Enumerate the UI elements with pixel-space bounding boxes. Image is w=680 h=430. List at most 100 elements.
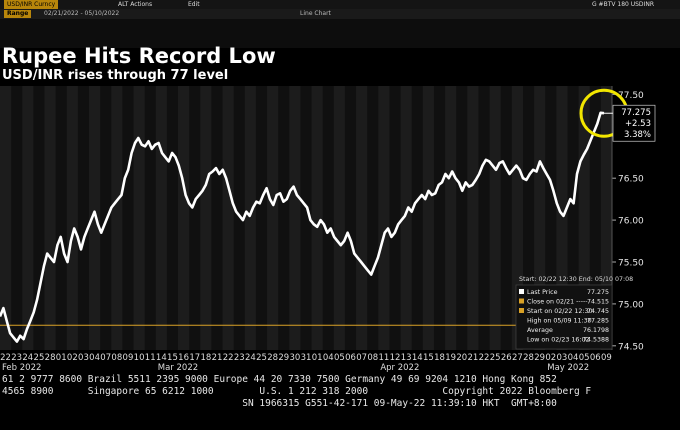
date-band — [545, 86, 557, 350]
chart-type-label[interactable]: Line Chart — [300, 10, 331, 17]
x-tick-label: 04 — [89, 353, 100, 363]
last-price-value: 77.275 — [621, 108, 651, 118]
x-tick-label: 10 — [134, 353, 145, 363]
x-tick-label: 11 — [378, 353, 389, 363]
date-band — [400, 86, 413, 350]
date-band — [589, 86, 602, 350]
x-tick-label: 14 — [156, 353, 167, 363]
x-tick-label: 08 — [111, 353, 122, 363]
date-bands — [0, 86, 613, 350]
price-change-value: +2.53 — [625, 119, 651, 129]
date-band — [89, 86, 101, 350]
x-tick-label: 02 — [67, 353, 78, 363]
footer-line-1: 61 2 9777 8600 Brazil 5511 2395 9000 Eur… — [2, 374, 557, 385]
date-band — [233, 86, 246, 350]
date-band — [178, 86, 190, 350]
x-tick-label: 07 — [356, 353, 367, 363]
legend-swatch — [519, 289, 524, 294]
y-tick-label: 75.00 — [618, 300, 644, 310]
x-tick-label: 13 — [401, 353, 412, 363]
x-tick-label: 01 — [312, 353, 323, 363]
x-tick-label: 29 — [534, 353, 545, 363]
x-tick-label: 05 — [579, 353, 590, 363]
date-band — [255, 86, 268, 350]
x-tick-label: 14 — [412, 353, 423, 363]
y-tick-label: 76.00 — [618, 217, 644, 227]
x-tick-label: 21 — [212, 353, 223, 363]
legend-label: Low on 02/23 16:02 — [527, 337, 590, 344]
date-band — [222, 86, 235, 350]
legend-label: Average — [527, 327, 553, 334]
x-tick-label: 18 — [200, 353, 211, 363]
y-tick-label: 77.50 — [618, 91, 644, 101]
toolbar-row-security: USD/INR Curncy ALT Actions Edit G #BTV 1… — [0, 0, 680, 9]
legend-value: 74.745 — [587, 308, 609, 315]
date-band — [522, 86, 535, 350]
price-box-frame — [612, 104, 656, 142]
toolbar-row-blank — [0, 19, 680, 48]
date-band — [278, 86, 290, 350]
date-band — [244, 86, 257, 350]
x-tick-label: 25 — [34, 353, 45, 363]
month-label: Apr 2022 — [380, 363, 419, 373]
x-tick-label: 06 — [345, 353, 356, 363]
x-tick-label: 22 — [0, 353, 11, 363]
date-band — [166, 86, 179, 350]
date-band — [378, 86, 390, 350]
date-band — [445, 86, 457, 350]
date-band — [489, 86, 502, 350]
x-tick-label: 23 — [234, 353, 245, 363]
x-tick-label: 18 — [434, 353, 445, 363]
function-code: G #BTV 180 USDINR — [592, 1, 654, 8]
date-band — [211, 86, 224, 350]
x-tick-label: 08 — [367, 353, 378, 363]
x-tick-label: 09 — [123, 353, 134, 363]
legend-swatch — [519, 308, 524, 313]
legend-frame — [515, 284, 613, 350]
date-band — [567, 86, 580, 350]
date-band — [122, 86, 135, 350]
date-band — [534, 86, 546, 350]
month-label: Feb 2022 — [2, 363, 41, 373]
x-tick-label: 28 — [523, 353, 534, 363]
date-band — [300, 86, 313, 350]
x-tick-label: 04 — [323, 353, 334, 363]
date-band — [189, 86, 201, 350]
date-band — [267, 86, 279, 350]
month-label: May 2022 — [547, 363, 589, 373]
date-band — [600, 86, 613, 350]
x-tick-label: 17 — [189, 353, 200, 363]
actions-menu[interactable]: ALT Actions — [118, 1, 153, 8]
date-band — [133, 86, 146, 350]
date-band — [44, 86, 57, 350]
legend-swatch — [519, 298, 524, 304]
footer-line-2: 4565 8900 Singapore 65 6212 1000 U.S. 1 … — [2, 386, 592, 397]
date-band — [422, 86, 435, 350]
y-tick-label: 76.50 — [618, 175, 644, 185]
x-tick-label: 01 — [56, 353, 67, 363]
x-tick-label: 25 — [256, 353, 267, 363]
x-tick-label: 23 — [11, 353, 22, 363]
date-band — [66, 86, 79, 350]
date-band — [322, 86, 335, 350]
range-dates[interactable]: 02/21/2022 - 05/10/2022 — [44, 10, 120, 17]
range-tag[interactable]: Range — [4, 10, 32, 18]
x-tick-label: 06 — [590, 353, 601, 363]
date-band — [411, 86, 424, 350]
legend-label: Close on 02/21 ----- — [527, 299, 588, 306]
date-band — [389, 86, 402, 350]
security-ticker[interactable]: USD/INR Curncy — [4, 0, 59, 9]
x-tick-label: 19 — [445, 353, 456, 363]
x-tick-label: 07 — [100, 353, 111, 363]
date-band — [578, 86, 591, 350]
x-axis: 22 23 24 25 28 01 02 03 04 07 08 09 10 11 14 15 16 17 18 21… — [0, 353, 612, 363]
date-band — [333, 86, 346, 350]
date-band — [55, 86, 68, 350]
edit-menu[interactable]: Edit — [188, 1, 200, 8]
date-band — [111, 86, 123, 350]
legend-value: 74.5388 — [583, 337, 609, 344]
y-tick-label: 74.50 — [618, 342, 644, 352]
date-band — [367, 86, 379, 350]
legend-value: 77.275 — [587, 289, 609, 296]
x-tick-label: 27 — [512, 353, 523, 363]
